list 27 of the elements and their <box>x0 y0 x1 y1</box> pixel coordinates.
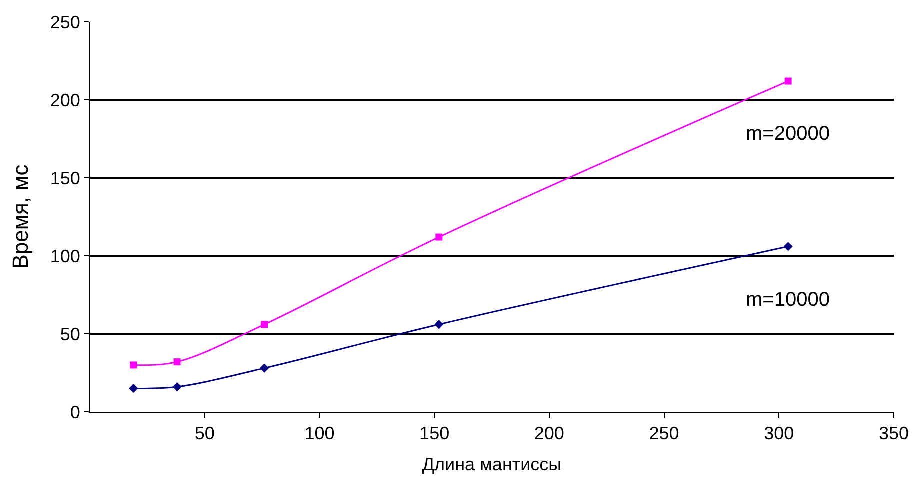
point <box>130 362 138 369</box>
y-tick-label: 100 <box>50 246 80 266</box>
point <box>436 234 443 241</box>
y-tick-label: 0 <box>70 402 80 422</box>
x-tick-label: 300 <box>764 424 794 444</box>
x-tick-label: 200 <box>534 424 564 444</box>
x-tick-label: 50 <box>194 424 215 444</box>
y-tick-label: 150 <box>50 168 80 188</box>
point <box>129 384 138 394</box>
x-tick-label: 100 <box>304 424 335 444</box>
series-label: m=10000 <box>746 289 830 311</box>
point <box>174 358 181 366</box>
y-tick-label: 50 <box>60 324 80 344</box>
point <box>172 382 182 392</box>
point <box>261 321 268 328</box>
point <box>260 364 270 373</box>
y-tick-label: 250 <box>50 12 80 32</box>
x-tick-label: 350 <box>878 424 910 444</box>
series-label: m=20000 <box>746 123 830 145</box>
point <box>784 78 792 85</box>
x-tick-label: 250 <box>649 424 680 444</box>
point <box>784 242 793 252</box>
y-tick-label: 200 <box>50 90 80 110</box>
x-axis-title: Длина мантиссы <box>422 454 562 475</box>
x-tick-label: 150 <box>420 424 450 444</box>
point <box>434 320 444 330</box>
y-axis-title: Время, мс <box>8 164 34 270</box>
